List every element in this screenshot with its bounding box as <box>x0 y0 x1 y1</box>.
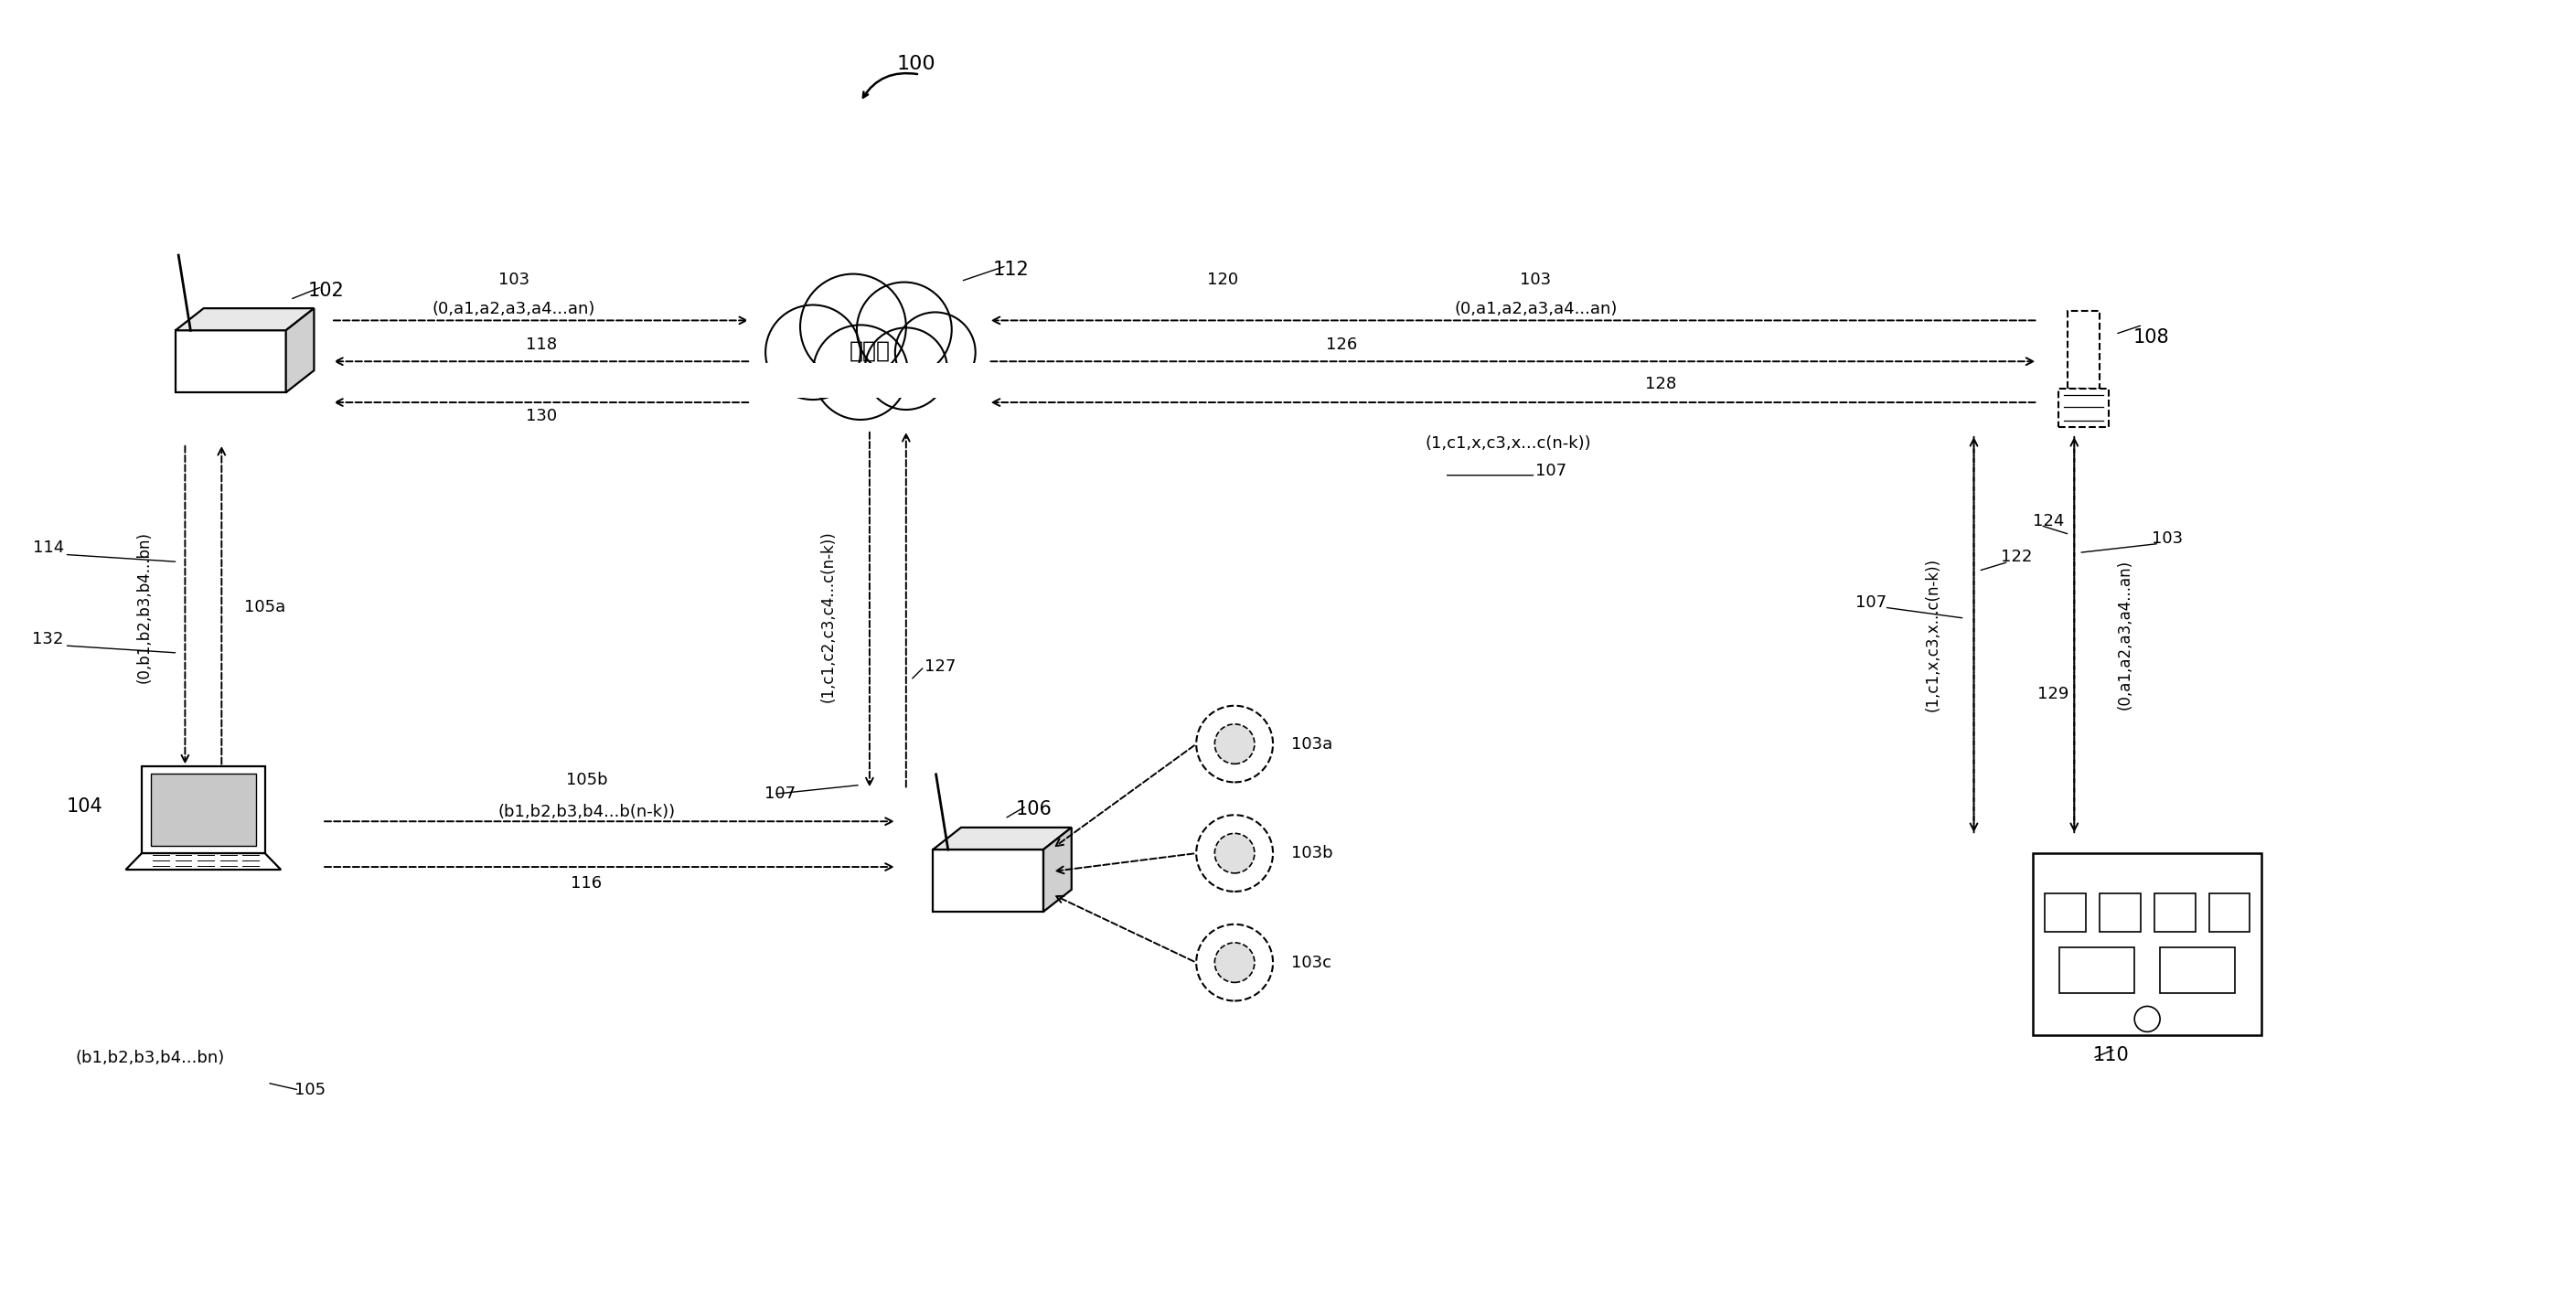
Circle shape <box>1195 924 1273 1001</box>
Text: 106: 106 <box>1015 800 1051 818</box>
Text: 互联网: 互联网 <box>850 340 891 362</box>
Text: (1,c1,c2,c3,c4...c(n-k)): (1,c1,c2,c3,c4...c(n-k)) <box>819 530 837 702</box>
Text: 120: 120 <box>1208 272 1239 287</box>
Circle shape <box>894 312 976 392</box>
Text: 103: 103 <box>497 272 528 287</box>
Text: 132: 132 <box>33 631 64 648</box>
Text: 103b: 103b <box>1291 846 1332 861</box>
Text: (0,b1,b2,b3,b4...bn): (0,b1,b2,b3,b4...bn) <box>137 531 152 683</box>
Circle shape <box>866 327 948 410</box>
Text: 108: 108 <box>2133 328 2169 347</box>
Text: (b1,b2,b3,b4...b(n-k)): (b1,b2,b3,b4...b(n-k)) <box>497 804 675 821</box>
Text: 105b: 105b <box>567 772 608 789</box>
Text: (0,a1,a2,a3,a4...an): (0,a1,a2,a3,a4...an) <box>1455 301 1618 318</box>
Text: 122: 122 <box>2002 550 2032 565</box>
Text: 130: 130 <box>526 407 556 424</box>
Text: 129: 129 <box>2038 685 2069 702</box>
Circle shape <box>765 305 860 400</box>
Circle shape <box>1195 706 1273 782</box>
Polygon shape <box>760 363 979 398</box>
Polygon shape <box>2058 389 2110 427</box>
Text: 107: 107 <box>765 786 796 802</box>
Text: 127: 127 <box>925 658 956 675</box>
Text: 103c: 103c <box>1291 954 1332 971</box>
Polygon shape <box>2069 312 2099 389</box>
Polygon shape <box>933 850 1043 912</box>
Polygon shape <box>126 853 281 870</box>
Text: 110: 110 <box>2092 1046 2128 1064</box>
Text: 124: 124 <box>2032 512 2063 529</box>
Text: (1,c1,x,c3,x...c(n-k)): (1,c1,x,c3,x...c(n-k)) <box>1924 557 1940 711</box>
Text: 114: 114 <box>33 540 64 556</box>
Text: 112: 112 <box>992 260 1028 278</box>
Text: 104: 104 <box>67 798 103 816</box>
Text: 102: 102 <box>309 281 345 300</box>
Text: (1,c1,x,c3,x...c(n-k)): (1,c1,x,c3,x...c(n-k)) <box>1425 436 1592 451</box>
Text: 128: 128 <box>1646 376 1677 392</box>
Polygon shape <box>142 767 265 853</box>
Circle shape <box>1216 724 1255 764</box>
Text: 103a: 103a <box>1291 736 1332 753</box>
Text: (0,a1,a2,a3,a4...an): (0,a1,a2,a3,a4...an) <box>433 301 595 318</box>
Polygon shape <box>175 330 286 393</box>
Text: 126: 126 <box>1327 336 1358 353</box>
Circle shape <box>801 274 907 380</box>
Text: 116: 116 <box>572 875 603 892</box>
Polygon shape <box>175 308 314 330</box>
Circle shape <box>1195 815 1273 891</box>
Polygon shape <box>933 828 1072 850</box>
Circle shape <box>814 325 907 420</box>
Text: (b1,b2,b3,b4...bn): (b1,b2,b3,b4...bn) <box>75 1050 224 1067</box>
Text: 105: 105 <box>294 1082 325 1098</box>
Text: 107: 107 <box>1535 463 1566 478</box>
Text: 118: 118 <box>526 336 556 353</box>
Circle shape <box>858 282 951 376</box>
Polygon shape <box>2032 853 2262 1036</box>
Circle shape <box>1216 834 1255 873</box>
Text: 103: 103 <box>1520 272 1551 287</box>
Text: 107: 107 <box>1855 595 1886 612</box>
Polygon shape <box>286 308 314 393</box>
Circle shape <box>1216 943 1255 983</box>
Text: 103: 103 <box>2151 530 2182 547</box>
Text: 105a: 105a <box>245 599 286 615</box>
Text: 100: 100 <box>896 56 935 74</box>
Text: (0,a1,a2,a3,a4...an): (0,a1,a2,a3,a4...an) <box>2117 560 2133 710</box>
Polygon shape <box>152 775 255 846</box>
Polygon shape <box>1043 828 1072 912</box>
